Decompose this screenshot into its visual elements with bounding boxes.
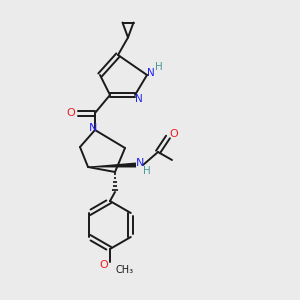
Text: N: N [135,94,143,104]
Text: H: H [143,166,151,176]
Text: CH₃: CH₃ [116,265,134,275]
Text: O: O [100,260,108,270]
Text: N: N [147,68,155,78]
Text: N: N [136,158,144,168]
Polygon shape [88,163,136,167]
Text: H: H [155,62,163,72]
Text: N: N [89,123,97,133]
Text: O: O [169,129,178,139]
Text: O: O [67,108,75,118]
